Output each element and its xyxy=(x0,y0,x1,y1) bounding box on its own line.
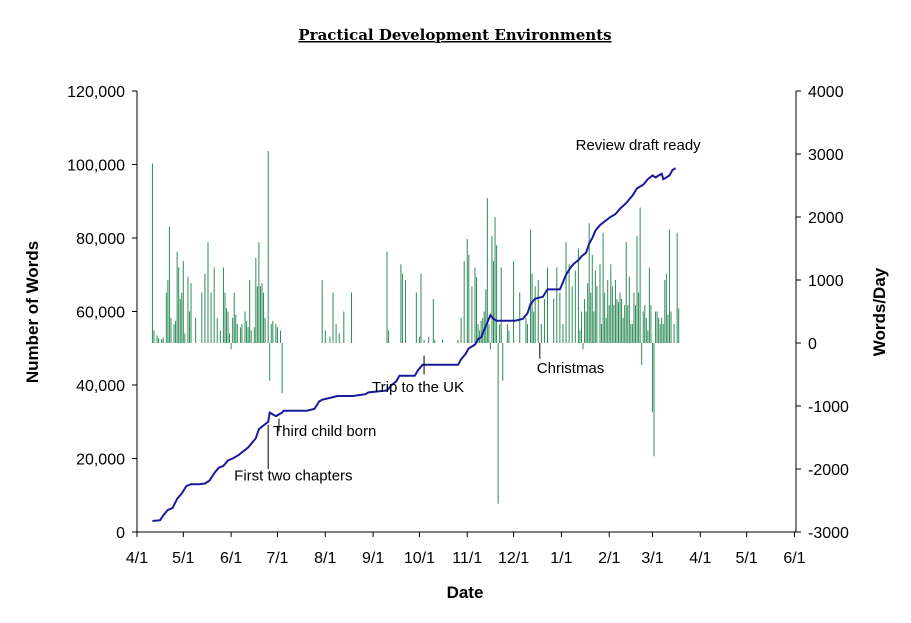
annotation-label: Christmas xyxy=(537,360,605,377)
x-tick-label: 8/1 xyxy=(314,550,336,567)
annotation-label: Third child born xyxy=(273,423,376,440)
x-tick-label: 4/1 xyxy=(126,550,148,567)
x-tick-label: 4/1 xyxy=(689,550,711,567)
x-tick-label: 6/1 xyxy=(783,550,805,567)
plot-area: 0 20,000 40,000 60,000 80,000 100,000 120,000 -… xyxy=(67,84,849,567)
x-tick-label: 3/1 xyxy=(641,550,663,567)
cumulative-words-line xyxy=(152,167,677,522)
x-tick-label: 9/1 xyxy=(362,550,384,567)
x-tick-label: 12/1 xyxy=(498,550,529,567)
y-right-tick-label: -1000 xyxy=(808,399,849,416)
y-right-tick-label: 3000 xyxy=(808,147,844,164)
y-left-tick-label: 120,000 xyxy=(67,84,125,101)
x-tick-label: 7/1 xyxy=(266,550,288,567)
y-right-tick-label: 4000 xyxy=(808,84,844,101)
y-left-tick-label: 60,000 xyxy=(76,305,125,322)
annotation-label: Review draft ready xyxy=(576,137,702,154)
x-tick-label: 6/1 xyxy=(220,550,242,567)
x-tick-label: 5/1 xyxy=(735,550,757,567)
y-left-tick-label: 20,000 xyxy=(76,452,125,469)
y-right-tick-label: -2000 xyxy=(808,462,849,479)
x-tick-label: 1/1 xyxy=(550,550,572,567)
y-right-tick-label: 2000 xyxy=(808,210,844,227)
x-tick-label: 10/1 xyxy=(404,550,435,567)
x-tick-label: 5/1 xyxy=(172,550,194,567)
y-right-tick-label: 1000 xyxy=(808,273,844,290)
y-right-tick-label: -3000 xyxy=(808,525,849,542)
annotation-label: Trip to the UK xyxy=(372,379,464,396)
y-left-tick-label: 40,000 xyxy=(76,378,125,395)
y-left-tick-label: 100,000 xyxy=(67,158,125,175)
y-left-tick-label: 0 xyxy=(116,525,125,542)
y-right-tick-label: 0 xyxy=(808,336,817,353)
chart-title: Practical Development Environments xyxy=(298,26,611,44)
annotation-label: First two chapters xyxy=(234,467,352,484)
x-tick-label: 2/1 xyxy=(598,550,620,567)
y-axis-right-label: Words/Day xyxy=(870,267,889,356)
x-axis-label: Date xyxy=(447,583,484,602)
x-tick-label: 11/1 xyxy=(452,550,482,567)
y-axis-left-label: Number of Words xyxy=(23,241,42,383)
y-left-tick-label: 80,000 xyxy=(76,231,125,248)
